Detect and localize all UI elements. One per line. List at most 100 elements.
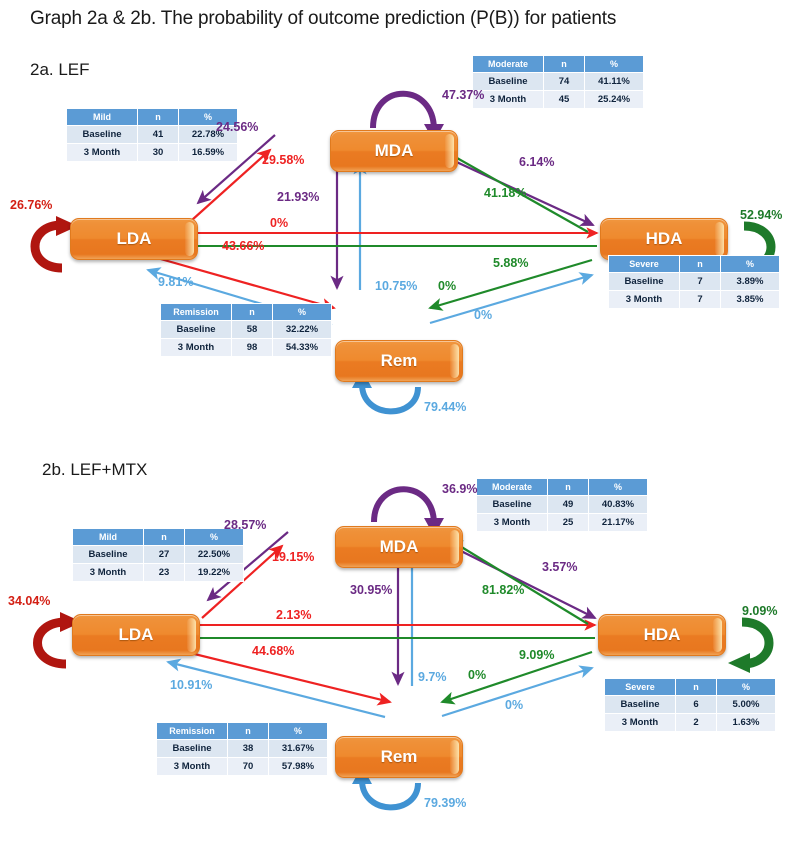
panel-2a: 2a. LEF: [0, 40, 800, 430]
pct-hda-lda-green-2a: 0%: [438, 279, 457, 293]
table-row: 3 Month 2 1.63%: [604, 713, 776, 732]
node-hda-2b[interactable]: HDA: [598, 614, 726, 656]
cell-pct: 22.78%: [178, 125, 238, 144]
table-row: 3 Month 98 54.33%: [160, 338, 332, 357]
pct-hda-mda-green-2b: 81.82%: [482, 583, 525, 597]
pct-mda-rem-purple-2a: 21.93%: [277, 190, 320, 204]
cell-pct: 41.11%: [584, 72, 644, 91]
th-pct-2a-mod: %: [584, 55, 644, 73]
th-pct-2b-mod: %: [588, 478, 648, 496]
pct-hda-lda-blue-2a: 0%: [474, 308, 493, 322]
th-pct-2b-sev: %: [716, 678, 776, 696]
table-row: Baseline 38 31.67%: [156, 739, 328, 758]
cell-n: 49: [547, 495, 589, 514]
table-row: Baseline 27 22.50%: [72, 545, 244, 564]
cell-label: 3 Month: [608, 290, 680, 309]
th-moderate-2a: Moderate: [472, 55, 544, 73]
th-n-2a-rem: n: [231, 303, 273, 321]
th-remission-2a: Remission: [160, 303, 232, 321]
table-row: Baseline 41 22.78%: [66, 125, 238, 144]
table-row: 3 Month 7 3.85%: [608, 290, 780, 309]
table-row: Baseline 7 3.89%: [608, 272, 780, 291]
pct-mda-self-2b: 36.9%: [442, 482, 478, 496]
cell-label: 3 Month: [604, 713, 676, 732]
pct-rem-lda-red-2a: 43.66%: [222, 239, 265, 253]
table-mild-2a: Mild n % Baseline 41 22.78% 3 Month 30 1…: [66, 108, 238, 162]
cell-pct: 5.00%: [716, 695, 776, 714]
node-hda-2a-label: HDA: [645, 229, 683, 248]
pct-hda-self-2a: 52.94%: [740, 208, 783, 222]
panel-2b-label: 2b. LEF+MTX: [42, 460, 148, 479]
cell-n: 58: [231, 320, 273, 339]
cell-label: Baseline: [156, 739, 228, 758]
table-row: 3 Month 70 57.98%: [156, 757, 328, 776]
pct-hda-rem-blue-2a: 10.75%: [375, 279, 418, 293]
pct-hda-rem-blue-2b: 9.7%: [418, 670, 447, 684]
pct-lda-mda-purple-2a: 24.56%: [216, 120, 259, 134]
node-hda-2b-label: HDA: [643, 625, 681, 644]
th-n-2b-sev: n: [675, 678, 717, 696]
th-pct-2a-mild: %: [178, 108, 238, 126]
pct-mda-hda-purple-2a: 6.14%: [519, 155, 555, 169]
node-lda-2a-label: LDA: [116, 229, 152, 248]
th-pct-2b-mild: %: [184, 528, 244, 546]
pct-rem-lda-blue-2b: 10.91%: [170, 678, 213, 692]
table-remission-2b: Remission n % Baseline 38 31.67% 3 Month…: [156, 722, 328, 776]
node-mda-2b-label: MDA: [379, 537, 419, 556]
panel-2a-arrows: [30, 90, 776, 415]
cell-pct: 57.98%: [268, 757, 328, 776]
table-severe-2a: Severe n % Baseline 7 3.89% 3 Month 7 3.…: [608, 255, 780, 309]
cell-label: Baseline: [476, 495, 548, 514]
node-rem-2b-label: Rem: [380, 747, 418, 766]
node-rem-2b[interactable]: Rem: [335, 736, 463, 778]
cell-label: Baseline: [604, 695, 676, 714]
node-lda-2b-label: LDA: [118, 625, 154, 644]
pct-hda-mda-green-2a: 41.18%: [484, 186, 527, 200]
cell-label: 3 Month: [476, 513, 548, 532]
th-mild-2a: Mild: [66, 108, 138, 126]
table-row: 3 Month 30 16.59%: [66, 143, 238, 162]
pct-rem-lda-blue-2a: 9.81%: [158, 275, 194, 289]
cell-pct: 31.67%: [268, 739, 328, 758]
cell-label: Baseline: [160, 320, 232, 339]
node-rem-2a[interactable]: Rem: [335, 340, 463, 382]
panel-2b-arrows: [33, 486, 774, 811]
pct-lda-hda-red-2b: 2.13%: [276, 608, 312, 622]
cell-pct: 3.85%: [720, 290, 780, 309]
cell-n: 98: [231, 338, 273, 357]
cell-n: 74: [543, 72, 585, 91]
node-rem-2a-label: Rem: [380, 351, 418, 370]
pct-hda-self-2b: 9.09%: [742, 604, 778, 618]
pct-hda-lda-blue-2b: 0%: [505, 698, 524, 712]
cell-label: Baseline: [472, 72, 544, 91]
table-row: 3 Month 23 19.22%: [72, 563, 244, 582]
cell-n: 25: [547, 513, 589, 532]
cell-pct: 40.83%: [588, 495, 648, 514]
table-mild-2b: Mild n % Baseline 27 22.50% 3 Month 23 1…: [72, 528, 244, 582]
th-n-2b-mild: n: [143, 528, 185, 546]
pct-rem-self-2b: 79.39%: [424, 796, 467, 810]
node-mda-2a[interactable]: MDA: [330, 130, 458, 172]
th-n-2b-rem: n: [227, 722, 269, 740]
cell-n: 70: [227, 757, 269, 776]
th-n-2a-mod: n: [543, 55, 585, 73]
cell-label: Baseline: [72, 545, 144, 564]
page-title: Graph 2a & 2b. The probability of outcom…: [30, 8, 617, 29]
node-lda-2a[interactable]: LDA: [70, 218, 198, 260]
table-row: Baseline 6 5.00%: [604, 695, 776, 714]
pct-mda-rem-purple-2b: 30.95%: [350, 583, 393, 597]
node-mda-2b[interactable]: MDA: [335, 526, 463, 568]
cell-pct: 19.22%: [184, 563, 244, 582]
table-row: 3 Month 25 21.17%: [476, 513, 648, 532]
pct-lda-mda-purple-2b: 28.57%: [224, 518, 267, 532]
node-hda-2a[interactable]: HDA: [600, 218, 728, 260]
table-moderate-2b: Moderate n % Baseline 49 40.83% 3 Month …: [476, 478, 648, 532]
cell-label: 3 Month: [156, 757, 228, 776]
cell-pct: 25.24%: [584, 90, 644, 109]
node-lda-2b[interactable]: LDA: [72, 614, 200, 656]
th-pct-2a-rem: %: [272, 303, 332, 321]
th-moderate-2b: Moderate: [476, 478, 548, 496]
pct-hda-lda-green-2b: 0%: [468, 668, 487, 682]
cell-pct: 32.22%: [272, 320, 332, 339]
